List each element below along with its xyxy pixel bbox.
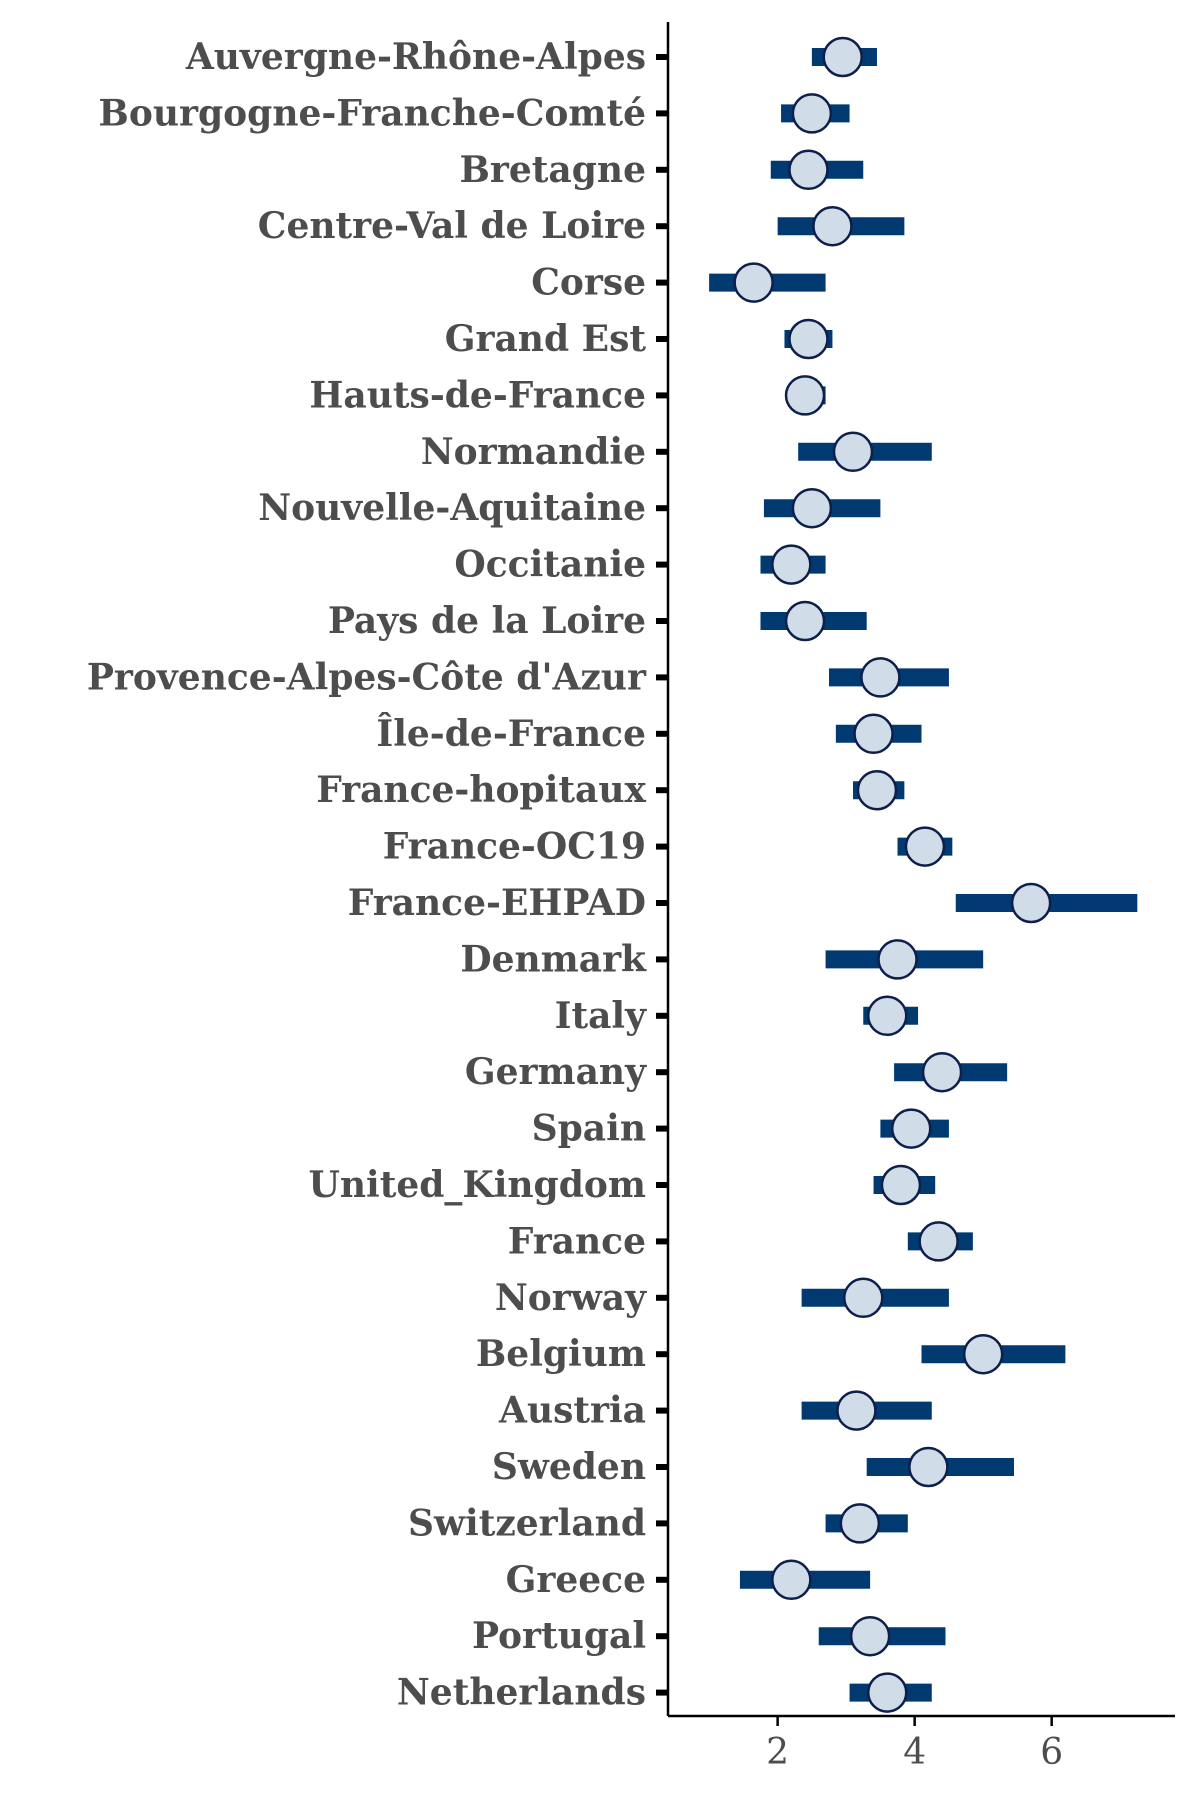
estimate-point [849,1615,891,1657]
y-tick-label: Switzerland [408,1502,646,1544]
estimate-point [877,939,918,980]
estimate-point [843,1277,884,1319]
y-tick-label: Bretagne [459,149,646,191]
estimate-point [771,544,812,585]
estimate-point [921,1051,963,1093]
estimate-point [918,1221,959,1262]
estimate-point [866,1672,908,1713]
y-tick-label: Italy [555,995,647,1037]
estimate-point [836,1390,877,1431]
interval-bars [709,48,1138,1702]
y-tick-label: Germany [465,1051,647,1093]
y-tick-label: Hauts-de-France [309,374,646,416]
estimate-point [822,36,863,78]
y-tick-label: France-hopitaux [316,769,646,811]
estimate-point [880,1164,922,1206]
y-tick-label: Corse [531,262,646,304]
estimate-point [832,431,874,473]
estimate-point [771,1559,812,1601]
y-tick-label: Île-de-France [376,713,646,755]
estimate-point [784,375,826,416]
estimate-point [853,713,894,755]
estimate-point [908,1446,949,1488]
x-tick-label: 2 [766,1732,789,1773]
x-tick-label: 4 [903,1732,926,1773]
estimate-point [791,93,833,134]
y-tick-label: France [508,1220,646,1262]
y-tick-label: Netherlands [397,1672,646,1714]
y-tick-label: Grand Est [445,318,647,360]
y-tick-label: France-EHPAD [348,882,646,924]
estimate-point [784,600,826,642]
y-tick-label: Norway [495,1277,647,1319]
x-tick-label: 6 [1040,1732,1063,1773]
y-tick-label: Nouvelle-Aquitaine [258,487,646,529]
estimate-point [733,262,774,303]
y-tick-label: Occitanie [454,544,646,586]
x-axis: 2 4 6 [668,1714,1175,1773]
estimate-point [860,657,901,698]
y-tick-label: Pays de la Loire [328,600,646,642]
estimate-point [962,1333,1004,1375]
y-tick-label: France-OC19 [383,826,646,868]
estimate-point [788,149,829,191]
estimate-point [839,1503,881,1544]
y-tick-label: Sweden [492,1446,646,1488]
y-tick-label: Spain [532,1108,646,1150]
estimate-point [866,995,908,1037]
y-tick-label: Austria [498,1390,646,1432]
estimate-point [856,769,898,811]
estimate-point [1010,882,1052,924]
y-tick-label: Belgium [476,1333,646,1375]
estimate-point [788,318,829,360]
y-tick-label: Greece [506,1559,646,1601]
estimate-points [733,36,1052,1713]
y-tick-label: Provence-Alpes-Côte d'Azur [87,656,647,698]
y-tick-label: Denmark [460,938,647,980]
y-tick-label: Bourgogne-Franche-Comté [98,92,646,134]
y-tick-label: Portugal [472,1615,646,1657]
y-tick-label: Centre-Val de Loire [258,205,646,247]
estimate-point [812,205,853,247]
estimate-point [890,1108,932,1149]
y-tick-label: Normandie [421,431,646,473]
estimate-point [904,826,946,867]
estimate-point [791,487,833,529]
y-axis: Auvergne-Rhône-Alpes Bourgogne-Franche-Co… [87,22,670,1716]
y-tick-label: United_Kingdom [308,1164,646,1206]
y-tick-label: Auvergne-Rhône-Alpes [185,36,646,78]
